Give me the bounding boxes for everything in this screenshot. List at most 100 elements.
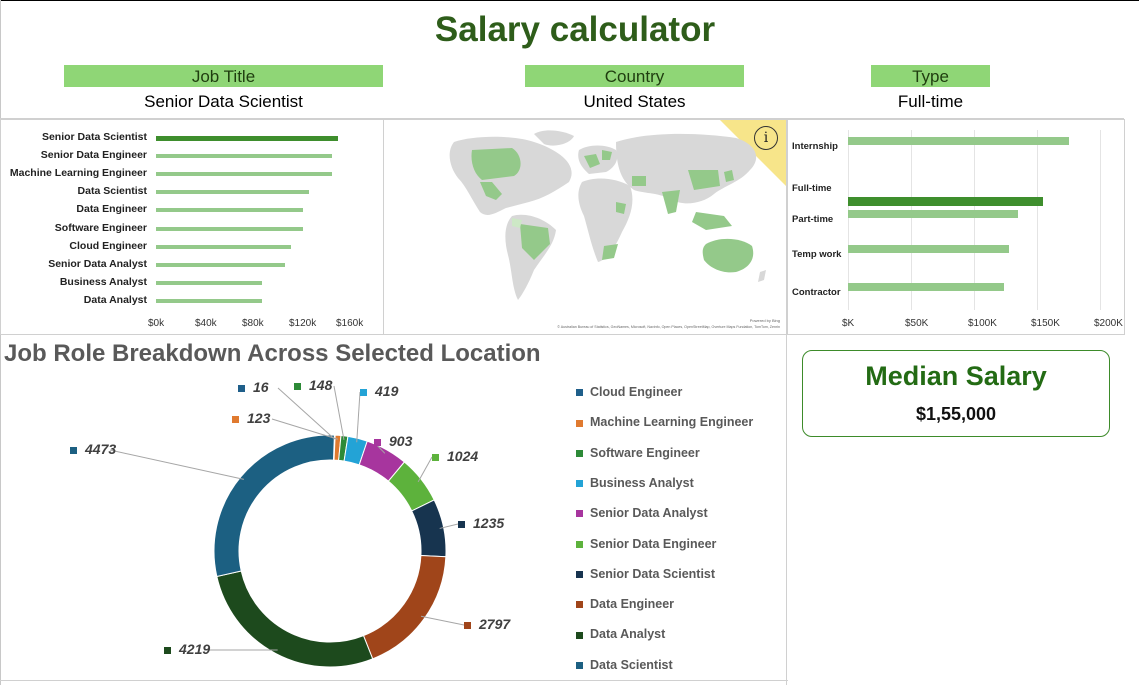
northern-europe-highlight <box>602 150 612 160</box>
legend-swatch <box>576 601 583 609</box>
south-africa-highlight <box>602 244 618 260</box>
world-map: Powered by Bing © Australian Bureau of S… <box>449 120 786 329</box>
bar-category-label: Internship <box>792 141 838 152</box>
legend-item[interactable]: Business Analyst <box>576 476 694 490</box>
salary-bar[interactable] <box>848 283 1005 291</box>
dashboard-title: Salary calculator <box>434 10 716 49</box>
leader-line <box>109 449 244 480</box>
country-map-chart[interactable]: Powered by Bing © Australian Bureau of S… <box>383 119 787 335</box>
map-attribution: © Australian Bureau of Statistics, GeoNa… <box>557 325 780 329</box>
new-zealand-shape <box>758 270 766 282</box>
axis-tick-label: $0k <box>148 318 165 329</box>
australia-highlight <box>702 238 754 273</box>
info-icon[interactable]: i <box>754 126 778 150</box>
axis-tick-label: $160k <box>336 318 364 329</box>
bar-category-label: Part-time <box>792 214 834 225</box>
legend-item[interactable]: Senior Data Analyst <box>576 506 708 520</box>
donut-data-label: 4473 <box>70 441 116 457</box>
legend-label: Senior Data Analyst <box>590 506 708 521</box>
section-divider <box>786 335 787 685</box>
map-powered-by: Powered by Bing <box>750 318 780 323</box>
legend-swatch <box>576 571 583 578</box>
donut-value: 4473 <box>85 441 117 457</box>
legend-swatch <box>576 389 583 397</box>
axis-tick-label: $40k <box>195 318 217 329</box>
salary-bar[interactable] <box>156 226 303 231</box>
bar-category-label: Temp work <box>792 249 842 260</box>
salary-bar[interactable] <box>156 190 309 195</box>
legend-item[interactable]: Data Scientist <box>576 658 673 672</box>
donut-data-label: 2797 <box>464 616 510 632</box>
china-highlight <box>688 170 720 190</box>
job-title-filter-value[interactable]: Senior Data Scientist <box>144 92 303 111</box>
type-filter-value[interactable]: Full-time <box>897 92 964 111</box>
salary-bar[interactable] <box>848 245 1010 253</box>
legend-item[interactable]: Machine Learning Engineer <box>576 415 753 429</box>
legend-label: Data Analyst <box>590 627 666 642</box>
salary-bar[interactable] <box>156 135 339 141</box>
type-filter-label[interactable]: Type <box>871 65 990 87</box>
donut-data-label: 903 <box>374 433 412 449</box>
legend-key-swatch <box>232 415 239 423</box>
donut-data-label: 4219 <box>164 641 210 657</box>
africa-shape <box>578 178 633 262</box>
salary-bar[interactable] <box>156 298 262 303</box>
salary-bar[interactable] <box>156 262 286 267</box>
median-salary-title: Median Salary <box>865 361 1047 391</box>
country-filter-label[interactable]: Country <box>525 65 744 87</box>
colombia-highlight <box>512 218 522 228</box>
salary-bar[interactable] <box>156 154 333 159</box>
job-title-salary-chart[interactable]: Senior Data Scientist Senior Data Enginee… <box>0 119 384 335</box>
donut-value: 16 <box>253 379 269 395</box>
donut-slice[interactable] <box>213 434 335 578</box>
donut-value: 148 <box>309 377 333 393</box>
bar-category-label: Full-time <box>792 183 832 194</box>
bar-category-label: Data Scientist <box>77 185 147 198</box>
salary-bar[interactable] <box>156 208 303 213</box>
legend-key-swatch <box>294 382 301 390</box>
donut-data-label: 123 <box>232 410 270 426</box>
salary-bar[interactable] <box>156 172 333 177</box>
salary-bar[interactable] <box>848 197 1044 206</box>
salary-bar[interactable] <box>156 244 292 249</box>
legend-item[interactable]: Senior Data Scientist <box>576 567 715 581</box>
donut-value: 4219 <box>179 641 211 657</box>
job-title-filter-label[interactable]: Job Title <box>64 65 383 87</box>
legend-swatch <box>576 480 583 488</box>
legend-key-swatch <box>458 520 465 528</box>
legend-item[interactable]: Data Engineer <box>576 597 674 611</box>
donut-data-label: 1235 <box>458 515 504 531</box>
axis-tick-label: $50K <box>905 318 929 329</box>
western-europe-highlight <box>584 154 600 168</box>
legend-item[interactable]: Cloud Engineer <box>576 385 682 399</box>
salary-bar[interactable] <box>156 280 262 285</box>
bar-category-label: Senior Data Engineer <box>40 149 147 162</box>
salary-bar[interactable] <box>848 137 1069 145</box>
legend-key-swatch <box>70 446 77 454</box>
japan-highlight <box>724 170 734 182</box>
country-filter-value[interactable]: United States <box>583 92 686 111</box>
donut-slice[interactable] <box>216 570 374 668</box>
legend-swatch <box>576 449 583 457</box>
middle-east-highlight <box>632 176 646 186</box>
legend-swatch <box>576 540 583 548</box>
axis-tick-label: $200K <box>1094 318 1123 329</box>
legend-item[interactable]: Senior Data Engineer <box>576 537 716 551</box>
legend-label: Senior Data Engineer <box>590 536 717 551</box>
salary-bar[interactable] <box>848 210 1019 218</box>
employment-type-salary-chart[interactable]: $K $50K $100K $150K $200K Internship Full-time… <box>787 119 1125 335</box>
bar-category-label: Senior Data Scientist <box>41 131 147 143</box>
legend-item[interactable]: Data Analyst <box>576 627 665 641</box>
leader-line <box>356 391 361 443</box>
leader-line <box>271 418 338 440</box>
brazil-highlight <box>520 224 550 260</box>
breakdown-title: Job Role Breakdown Across Selected Locat… <box>4 340 541 367</box>
axis-tick-label: $100K <box>968 318 997 329</box>
legend-label: Data Scientist <box>590 657 673 672</box>
job-role-donut-chart[interactable]: 16 123 148 419 903 1024 1235 2797 4219 4473 Cloud … <box>0 372 786 680</box>
legend-item[interactable]: Software Engineer <box>576 446 700 460</box>
bar-category-label: Contractor <box>792 287 841 298</box>
donut-value: 2797 <box>479 616 511 632</box>
donut-slice[interactable] <box>362 555 447 660</box>
median-salary-value: $1,55,000 <box>915 404 997 424</box>
